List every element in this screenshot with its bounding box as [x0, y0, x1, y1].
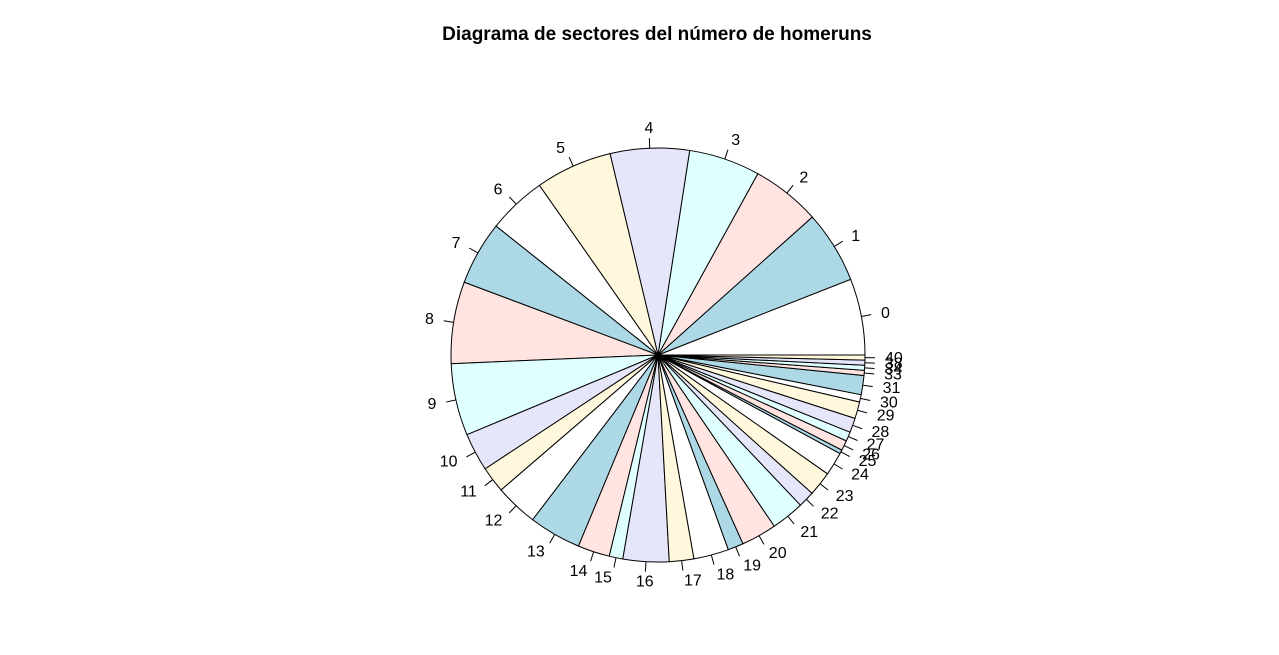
pie-label-4: 4: [644, 120, 653, 137]
pie-label-11: 11: [460, 484, 477, 501]
pie-label-20: 20: [769, 545, 787, 562]
pie-label-31: 31: [883, 380, 901, 397]
pie-label-7: 7: [452, 235, 461, 252]
pie-label-1: 1: [851, 228, 860, 245]
pie-tick-19: [735, 546, 740, 557]
pie-tick-0: [861, 314, 872, 317]
pie-label-34: 34: [885, 361, 903, 378]
pie-tick-3: [724, 149, 729, 160]
pie-tick-25: [840, 451, 851, 457]
pie-label-0: 0: [881, 305, 890, 322]
pie-tick-10: [466, 451, 476, 458]
pie-tick-33: [864, 372, 875, 375]
pie-label-24: 24: [851, 466, 869, 483]
pie-tick-12: [508, 505, 517, 514]
pie-label-38: 38: [885, 355, 903, 372]
pie-tick-34: [864, 367, 875, 369]
pie-tick-18: [710, 554, 715, 565]
pie-label-18: 18: [717, 566, 735, 583]
pie-tick-8: [443, 320, 454, 323]
pie-label-33: 33: [884, 367, 902, 384]
pie-label-12: 12: [485, 512, 503, 529]
pie-tick-30: [860, 397, 871, 401]
pie-tick-17: [681, 560, 684, 571]
pie-label-16: 16: [636, 574, 654, 591]
pie-slices: [450, 147, 866, 563]
pie-label-9: 9: [428, 396, 437, 413]
pie-tick-14: [590, 551, 595, 562]
pie-label-27: 27: [867, 436, 885, 453]
pie-tick-11: [484, 479, 494, 487]
pie-tick-24: [833, 463, 843, 470]
pie-tick-1: [833, 240, 844, 247]
pie-tick-15: [613, 557, 617, 568]
pie-label-25: 25: [859, 453, 877, 470]
pie-tick-29: [857, 409, 868, 414]
pie-label-23: 23: [836, 488, 854, 505]
pie-tick-22: [806, 498, 814, 507]
pie-tick-2: [786, 184, 794, 194]
pie-label-21: 21: [800, 524, 818, 541]
pie-tick-27: [848, 436, 858, 441]
pie-label-17: 17: [684, 573, 702, 590]
pie-tick-28: [852, 424, 863, 430]
pie-tick-13: [549, 534, 556, 544]
pie-label-14: 14: [570, 563, 588, 580]
pie-label-30: 30: [880, 395, 898, 412]
pie-label-22: 22: [821, 505, 839, 522]
chart-title: Diagrama de sectores del número de homer…: [442, 24, 872, 45]
pie-label-10: 10: [440, 454, 458, 471]
pie-tick-21: [787, 515, 795, 525]
pie-label-6: 6: [494, 182, 503, 199]
pie-label-3: 3: [731, 132, 740, 149]
pie-tick-16: [644, 561, 647, 572]
pie-label-40: 40: [885, 350, 903, 367]
pie-label-15: 15: [594, 569, 612, 586]
pie-tick-23: [819, 483, 829, 491]
pie-label-26: 26: [862, 446, 880, 463]
pie-label-13: 13: [527, 544, 545, 561]
pie-tick-9: [446, 399, 457, 403]
pie-label-29: 29: [877, 408, 895, 425]
pie-label-ticks: [443, 138, 875, 572]
pie-label-5: 5: [556, 140, 565, 157]
pie-label-8: 8: [425, 311, 434, 328]
pie-tick-20: [758, 535, 765, 545]
pie-tick-5: [568, 156, 574, 167]
pie-tick-31: [862, 384, 873, 388]
pie-label-28: 28: [872, 424, 890, 441]
pie-tick-26: [843, 445, 854, 451]
pie-label-19: 19: [743, 557, 761, 574]
pie-tick-6: [509, 196, 517, 205]
pie-tick-7: [468, 247, 479, 254]
pie-label-2: 2: [799, 169, 808, 186]
